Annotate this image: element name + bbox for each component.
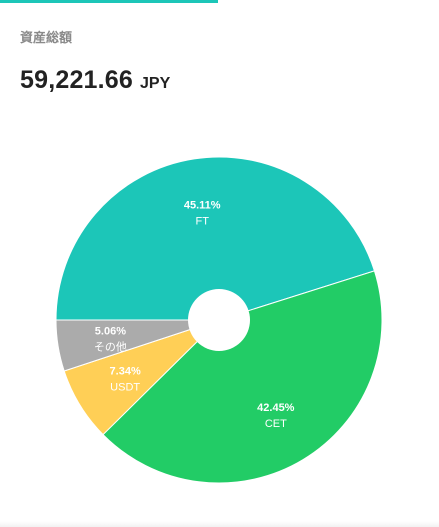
- bottom-divider: [0, 521, 439, 527]
- pie-slice-3[interactable]: [55, 319, 220, 372]
- slice-name-label: FT: [196, 215, 210, 227]
- slice-percent-label: 42.45%: [257, 402, 295, 414]
- asset-pie-chart: 45.11% FT 42.45% CET 7.34% USDT 5.06% その他: [55, 156, 383, 484]
- currency-code: JPY: [140, 75, 171, 92]
- slice-name-label: CET: [265, 418, 287, 430]
- slice-percent-label: 45.11%: [184, 199, 221, 211]
- slice-name-label: USDT: [110, 381, 140, 393]
- slice-name-label: その他: [94, 340, 127, 353]
- donut-hole: [188, 289, 250, 351]
- tab-indicator: [0, 0, 218, 3]
- pie-slice-1[interactable]: [102, 270, 383, 484]
- slice-percent-label: 7.34%: [110, 365, 141, 377]
- total-assets-value: 59,221.66 JPY: [20, 66, 170, 95]
- total-assets-amount: 59,221.66: [20, 66, 134, 94]
- total-assets-label: 資産総額: [20, 31, 73, 46]
- slice-percent-label: 5.06%: [95, 325, 126, 337]
- pie-slice-0[interactable]: [55, 156, 376, 321]
